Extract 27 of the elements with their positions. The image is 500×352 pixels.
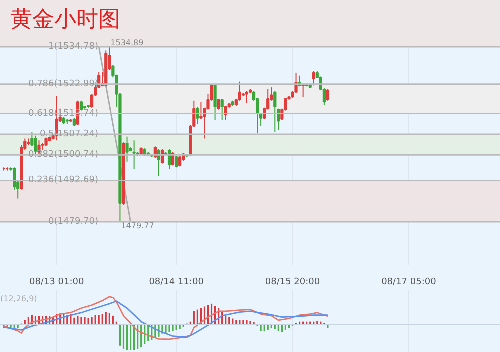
ref-line-label: 0.786(1522.99): [28, 79, 99, 90]
x-tick-label: 08/17 05:00: [382, 278, 437, 288]
candlestick: [312, 70, 316, 86]
candlestick: [245, 90, 249, 104]
candlestick: [175, 156, 178, 168]
x-tick-label: 08/15 20:00: [265, 278, 320, 288]
annotation: 1534.89: [110, 38, 144, 48]
annotation: (12,26,9): [0, 294, 38, 304]
candlestick: [178, 156, 182, 168]
candlestick: [326, 88, 330, 102]
candlestick: [132, 140, 136, 170]
candlestick: [294, 72, 298, 94]
ref-line-label: 0.382(1500.74): [28, 150, 99, 160]
x-tick-label: 08/13 01:00: [29, 278, 84, 288]
candlestick: [217, 98, 220, 110]
candlestick: [220, 98, 224, 121]
ref-line-label: 0(1479.70): [48, 216, 99, 227]
ref-line-label: 0.236(1492.69): [28, 176, 99, 186]
candlestick: [214, 84, 217, 121]
ref-line-label: 0.5(1507.24): [40, 129, 99, 140]
chart-title: 黄金小时图: [10, 6, 120, 32]
candlestick: [274, 90, 277, 133]
ref-line-label: 0.618(1513.74): [28, 108, 99, 119]
candlestick: [126, 136, 129, 162]
ref-line-label: 1(1534.78): [48, 42, 99, 52]
x-tick-label: 08/14 11:00: [149, 278, 204, 288]
annotation: 1479.77: [121, 222, 154, 231]
